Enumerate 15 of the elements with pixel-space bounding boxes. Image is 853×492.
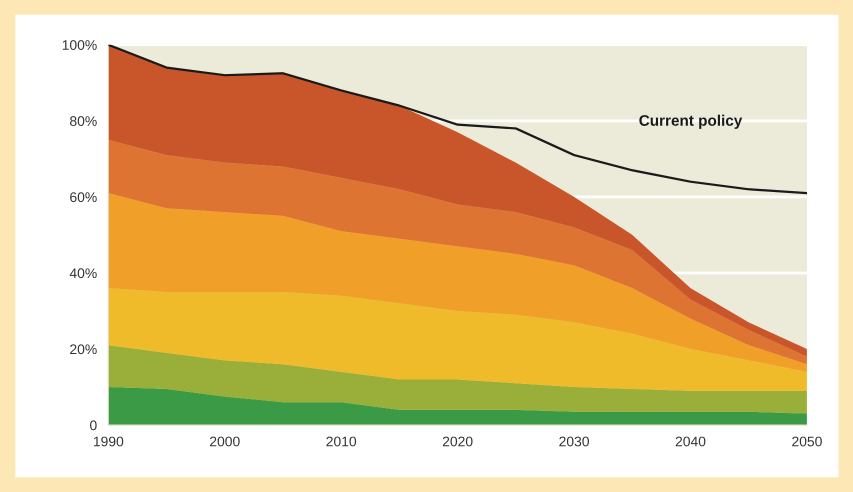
- x-tick-label: 2030: [559, 436, 589, 446]
- y-tick-label: 20%: [70, 344, 97, 354]
- y-tick-label: 0: [90, 420, 97, 430]
- y-tick-label: 60%: [70, 192, 97, 202]
- y-tick-label: 80%: [70, 116, 97, 126]
- x-tick-label: 2020: [442, 436, 473, 446]
- text: Current policy: [639, 114, 742, 129]
- x-tick-label: 1990: [94, 436, 124, 446]
- x-tick-label: 2050: [792, 436, 822, 446]
- y-tick-label: 100%: [62, 40, 97, 50]
- line-series: [108, 44, 807, 194]
- y-tick-label: 40%: [70, 268, 97, 278]
- x-tick-label: 2000: [210, 436, 240, 446]
- x-tick-label: 2010: [326, 436, 356, 446]
- x-tick-label: 2040: [676, 436, 706, 446]
